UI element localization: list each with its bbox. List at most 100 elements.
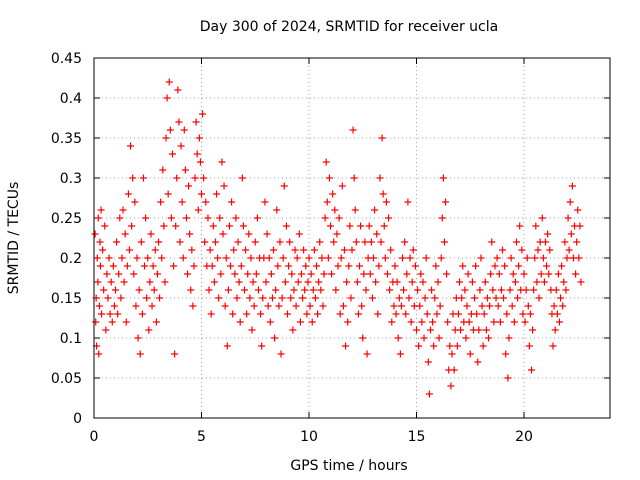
data-point <box>340 246 348 254</box>
data-point <box>239 222 247 230</box>
data-point <box>520 270 528 278</box>
data-point <box>187 286 195 294</box>
data-point <box>401 238 409 246</box>
data-point <box>500 294 508 302</box>
data-point <box>475 326 483 334</box>
data-point <box>397 302 405 310</box>
data-point <box>400 286 408 294</box>
data-point <box>185 182 193 190</box>
data-point <box>153 270 161 278</box>
data-point <box>530 286 538 294</box>
data-point <box>190 262 198 270</box>
data-point <box>94 278 102 286</box>
data-point <box>138 310 146 318</box>
data-point <box>565 246 573 254</box>
data-point <box>230 246 238 254</box>
data-point <box>356 262 364 270</box>
data-point <box>311 294 319 302</box>
data-point <box>96 262 104 270</box>
data-point <box>223 342 231 350</box>
data-point <box>434 278 442 286</box>
data-point <box>270 246 278 254</box>
data-point <box>496 318 504 326</box>
data-point <box>102 326 110 334</box>
data-point <box>229 310 237 318</box>
data-point <box>301 286 309 294</box>
data-point <box>210 278 218 286</box>
data-point <box>304 278 312 286</box>
data-point <box>486 302 494 310</box>
data-point <box>222 254 230 262</box>
data-point <box>508 302 516 310</box>
data-point <box>549 342 557 350</box>
data-point <box>524 302 532 310</box>
data-point <box>380 222 388 230</box>
data-point <box>118 254 126 262</box>
data-point <box>258 342 266 350</box>
data-point <box>403 270 411 278</box>
data-point <box>418 318 426 326</box>
data-point <box>388 318 396 326</box>
data-point <box>316 238 324 246</box>
data-point <box>416 302 424 310</box>
data-point <box>261 198 269 206</box>
y-tick-label: 0.05 <box>51 371 82 387</box>
data-point <box>120 278 128 286</box>
y-tick-label: 0 <box>73 411 82 427</box>
data-point <box>191 174 199 182</box>
data-point <box>444 318 452 326</box>
data-point <box>122 318 130 326</box>
data-point <box>196 158 204 166</box>
data-point <box>478 302 486 310</box>
data-point <box>386 286 394 294</box>
data-point <box>123 262 131 270</box>
data-point <box>172 222 180 230</box>
data-point <box>522 286 530 294</box>
data-point <box>377 238 385 246</box>
data-point <box>577 278 585 286</box>
data-point <box>353 278 361 286</box>
data-point <box>559 302 567 310</box>
data-point <box>533 278 541 286</box>
data-point <box>352 238 360 246</box>
data-point <box>166 126 174 134</box>
data-point <box>141 262 149 270</box>
data-point <box>280 182 288 190</box>
x-tick-label: 5 <box>197 429 206 445</box>
data-point <box>537 270 545 278</box>
data-point <box>198 190 205 198</box>
data-point <box>163 94 171 102</box>
data-point <box>130 270 138 278</box>
data-point <box>546 246 554 254</box>
data-point <box>114 310 122 318</box>
data-point <box>554 270 562 278</box>
data-point <box>253 214 261 222</box>
data-point <box>159 166 167 174</box>
x-tick-label: 10 <box>300 429 318 445</box>
data-point <box>282 222 290 230</box>
data-point <box>209 222 217 230</box>
data-point <box>477 254 485 262</box>
data-point <box>108 318 116 326</box>
data-point <box>200 174 208 182</box>
data-point <box>297 270 305 278</box>
data-point <box>345 262 353 270</box>
data-point <box>443 270 451 278</box>
data-point <box>250 302 258 310</box>
data-point <box>288 270 296 278</box>
data-point <box>576 222 584 230</box>
data-point <box>101 222 109 230</box>
data-point <box>295 230 303 238</box>
data-point <box>514 294 522 302</box>
data-point <box>512 238 520 246</box>
data-point <box>534 246 542 254</box>
data-point <box>247 254 255 262</box>
data-point <box>292 302 300 310</box>
data-point <box>177 142 185 150</box>
data-point <box>426 326 434 334</box>
data-point <box>225 222 233 230</box>
data-point <box>100 286 108 294</box>
data-point <box>562 286 570 294</box>
data-point <box>411 262 419 270</box>
